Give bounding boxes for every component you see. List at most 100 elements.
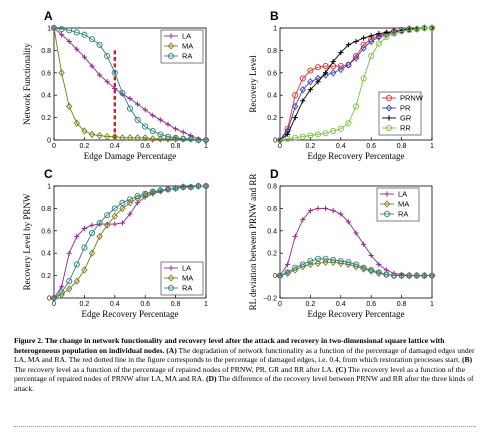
panel-b-ytick-label: 0.6 (267, 70, 277, 77)
panel-c-series-ra-point (88, 229, 96, 237)
panel-b-series-rr-point (307, 132, 314, 139)
panel-c-xtick-label: 1 (204, 301, 208, 308)
panel-b-legend-marker-prnw (385, 94, 393, 102)
panel-d-series-la-point (361, 241, 367, 247)
panel-b-series-gr-point (368, 33, 374, 39)
caption-panel-d-text: The difference of the recovery level bet… (14, 374, 474, 393)
panel-c-series-ma-point (81, 266, 88, 274)
panel-a-series-la-point (81, 54, 87, 60)
panel-a-series-ra-point (142, 123, 149, 130)
panel-c-series-la-point (112, 221, 118, 227)
panel-b-series-prnw-point (314, 64, 322, 71)
panel-b-ytick-label: 0.8 (267, 48, 277, 55)
panel-c-series-la-point (119, 220, 125, 226)
panel-a-ytick-label: 1 (47, 26, 51, 33)
panel-d-xtick-label: 0.2 (306, 301, 316, 308)
panel-a-series-ra-point (134, 116, 141, 123)
panel-c-series-ra-point (96, 219, 103, 227)
panel-b-series-gr-point (353, 38, 359, 45)
panel-a-series-ma-point (81, 127, 88, 135)
panel-a-series-la-point (173, 126, 179, 132)
panel-d-series-la-point (307, 208, 313, 214)
panel-d-series-ra-point (375, 269, 382, 276)
panel-b-xtick-label: 0.8 (397, 143, 407, 150)
panel-a-series-ra-point (58, 26, 65, 33)
panel-b-series-rr-point (360, 75, 367, 82)
panel-a-series-ma-point (104, 132, 111, 141)
panel-c-series-ma-point (119, 204, 126, 213)
panel-d-series-ma-point (314, 259, 322, 267)
panel-b-series-pr-point (383, 31, 390, 39)
panel-d-legend-label-ma: MA (398, 200, 409, 209)
panel-d-series-ra-point (383, 271, 390, 278)
panel-a-legend-marker-ma (167, 42, 175, 50)
panel-a-series-ra-point (66, 27, 73, 34)
panel-d-ytick-label: 0.8 (267, 184, 277, 191)
panel-b-ytick-label: 1 (273, 26, 277, 33)
panel-c-series-ra-point (50, 294, 58, 302)
panel-b-legend-label-pr: PR (400, 104, 411, 113)
panel-d-legend-marker-ma (383, 200, 391, 208)
panel-d-series-ra-point (421, 272, 428, 279)
caption-panel-a-tag: (A) (166, 345, 177, 355)
panel-d-series-ra-point (292, 264, 299, 271)
panel-d-series-ma-point (330, 258, 337, 266)
panel-d-legend-box (376, 187, 420, 222)
panel-b-series-prnw-point (307, 67, 314, 74)
panel-a-series-ma-point (73, 119, 80, 127)
panel-a-series-ma-point (157, 135, 164, 143)
panel-b-series-rr-point (375, 40, 382, 47)
panel-a-series-ma-point (111, 132, 118, 141)
panel-c-series-ra-point (119, 199, 126, 206)
panel-a-series-ra-point (111, 69, 118, 76)
panel-c-ytick-label: 0.8 (41, 206, 51, 213)
panel-b-series-prnw-point (292, 92, 299, 99)
panel-a-series-ra-point (81, 31, 88, 38)
panel-c-series-ra-point (126, 196, 134, 203)
panel-d-series-ma-point (337, 259, 344, 267)
panel-d-series-ra-point (330, 256, 337, 263)
panel-c-ytick-label: 0.6 (41, 228, 51, 235)
panel-a-ytick-label: 0.2 (41, 115, 51, 122)
panel-d-xtick-label: 0.8 (397, 301, 407, 308)
panel-b-letter: B (270, 9, 279, 23)
panel-b-series-rr-point (406, 27, 413, 34)
panel-b-series-gr-point (361, 35, 367, 41)
panel-a-xtick-label: 0.2 (80, 143, 90, 150)
panel-c-xtick-label: 0.8 (171, 301, 181, 308)
panel-a-series-la-point (135, 101, 141, 107)
panel-b-series-pr-point (337, 65, 344, 74)
panel-a-legend-marker-la (168, 33, 174, 39)
panel-b-series-rr-point (383, 33, 390, 41)
panel-b-series-rr-point (292, 134, 299, 141)
panel-d-series-la-point (368, 252, 374, 259)
panel-a-series-ra-point (172, 134, 179, 141)
panel-a-ylabel: Network Functionality (22, 43, 32, 125)
panel-d-letter: D (270, 167, 279, 181)
panel-d-legend-label-la: LA (398, 190, 407, 199)
panel-c-series-ra-point (111, 205, 118, 212)
panel-d-series-ra-point (352, 261, 360, 268)
panel-b-legend-label-prnw: PRNW (400, 94, 424, 103)
panel-b-series-gr-point (345, 42, 351, 48)
panel-d-ytick-label: 0.4 (267, 228, 277, 235)
panel-a-series-la-point (150, 112, 156, 118)
panel-c-series-ra-point (157, 187, 164, 194)
panel-c-xtick-label: 0.4 (110, 301, 120, 308)
panel-a-series-ma-point (96, 131, 103, 140)
panel-b-legend-marker-rr (385, 124, 393, 132)
panel-d-ylabel: RL deviation between PRNW and RR (248, 174, 258, 311)
panel-d-series-ra-point (307, 257, 314, 265)
panel-a-series-la-point (165, 121, 171, 127)
panel-b-series-gr-point (315, 79, 321, 85)
panel-d-series-la-point (292, 233, 298, 239)
panel-d-legend-marker-ra (383, 210, 391, 218)
panel-c-ylabel: Recovery Level by PRNW (22, 193, 32, 290)
panel-b-series-rr-point (276, 136, 284, 144)
panel-b-series-rr-point (390, 30, 398, 37)
panel-c-ytick-label: 0.4 (41, 251, 51, 258)
panel-a-series-ma-point (134, 134, 141, 142)
panel-a-ytick-label: 0 (47, 138, 51, 145)
panel-b-legend-marker-gr (386, 115, 392, 121)
panel-c-legend-box (160, 261, 204, 296)
